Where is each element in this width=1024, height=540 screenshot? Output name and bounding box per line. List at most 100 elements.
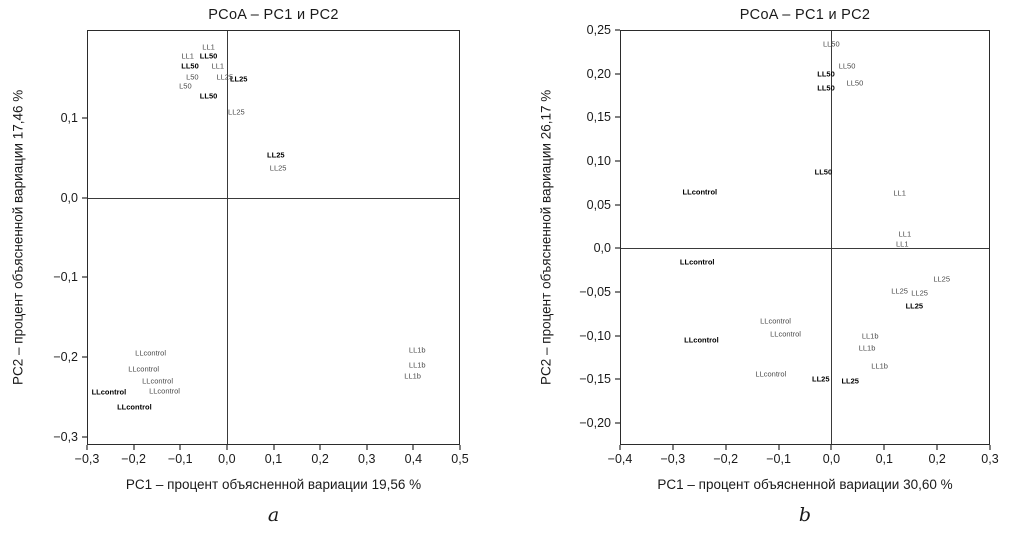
data-point-label: LL50 [817,69,835,79]
data-point-label: LL1b [404,371,421,381]
y-tick-label: −0,05 [579,285,611,300]
pcoa-chart-panel-b: PCoA – PC1 и PC2 PC2 – процент объясненн… [512,0,1024,540]
x-tick-label: 0,1 [264,452,283,466]
data-point-label: LL25 [216,72,234,82]
x-tick-label: −0,4 [607,452,633,466]
data-point-label: LLcontrol [679,257,715,267]
chart-title: PCoA – PC1 и PC2 [208,7,339,23]
y-tick-mark [615,335,620,337]
data-point-label: LL1 [202,42,215,52]
data-point-label: LL1b [408,359,426,369]
x-zero-axis-line [227,31,229,444]
y-tick-label: 0,25 [586,23,611,37]
y-tick-mark [615,291,620,293]
x-tick-label: 0,0 [822,452,841,466]
data-point-label: LL1b [871,360,888,370]
data-point-label: L50 [179,81,192,91]
data-point-label: LL50 [199,91,218,101]
y-tick-mark [615,247,620,249]
data-point-label: LL25 [891,286,908,296]
x-tick-label: 0,2 [928,452,946,466]
x-tick-mark [936,445,938,450]
data-point-label: LL1 [211,61,225,71]
data-point-label: LL1 [898,228,912,238]
data-point-label: LLcontrol [149,386,180,396]
y-tick-mark [82,197,87,199]
data-point-label: LL25 [228,107,245,117]
y-tick-label: −0,3 [53,430,78,445]
data-point-label: LL25 [933,274,951,284]
x-axis-label: PC1 – процент объясненной вариации 19,56… [125,477,422,492]
x-axis-ticks: −0,3 −0,2 −0,1 0,0 0,1 0,2 0,3 0,4 0,5 [75,445,469,471]
data-point-label: LLcontrol [760,316,791,326]
x-tick-label: 0,2 [311,452,329,466]
y-tick-label: −0,20 [579,416,611,431]
y-tick-mark [615,378,620,380]
data-point-label: LLcontrol [91,387,127,397]
data-point-label: LL25 [905,301,924,310]
x-tick-mark [778,445,780,450]
y-tick-mark [615,73,620,75]
data-point-label: LL50 [199,51,218,61]
data-point-label: LL1 [895,239,909,249]
x-tick-label: −0,2 [713,452,739,466]
data-point-label: LL25 [267,150,285,160]
x-tick-label: −0,3 [660,452,686,466]
y-tick-label: 0,05 [586,197,611,212]
x-tick-mark [273,445,274,450]
x-tick-label: −0,2 [121,452,146,466]
plot-area: LL1 LL1 LL50 LL50 LL1 L50 LL25 LL25 L50 LL50 LL25 L… [87,30,460,445]
data-point-label: LLcontrol [128,363,160,373]
data-point-label: LL25 [911,287,928,297]
y-tick-mark [615,116,620,118]
x-tick-mark [319,445,321,450]
data-point-label: LL1b [408,345,426,355]
x-tick-label: 0,0 [218,452,236,466]
data-point-label: LLcontrol [117,401,152,411]
pcoa-chart-panel-a: PCoA – PC1 и PC2 PC2 – процент объясненн… [7,7,469,526]
data-point-label: LLcontrol [142,376,173,386]
data-point-label: LLcontrol [770,329,801,339]
data-point-label: LLcontrol [684,334,719,344]
y-tick-label: −0,2 [53,350,78,365]
data-point-label: LLcontrol [755,369,787,379]
y-tick-label: 0,0 [593,241,611,256]
x-tick-label: 0,5 [451,452,469,466]
x-tick-mark [179,445,181,450]
x-tick-mark [366,445,368,450]
x-tick-label: 0,4 [404,452,423,466]
y-tick-mark [82,117,87,119]
x-tick-mark [830,445,832,450]
data-point-label: LL1 [181,51,194,61]
x-tick-mark [459,445,461,450]
y-tick-label: 0,0 [60,190,78,205]
y-tick-label: 0,20 [586,66,611,81]
x-tick-label: 0,3 [981,452,999,466]
x-tick-mark [86,445,88,450]
y-zero-axis-line [88,197,459,199]
x-tick-label: 0,1 [875,452,893,466]
data-point-label: LL50 [838,61,856,71]
data-point-label: LL25 [812,374,830,384]
y-tick-label: −0,10 [579,328,611,343]
y-tick-label: −0,15 [579,372,611,387]
y-tick-label: −0,1 [53,270,78,285]
data-point-label: LL1b [858,343,876,353]
data-point-label: LLcontrol [135,348,167,358]
y-tick-label: 0,10 [586,154,611,169]
x-tick-label: −0,3 [74,452,100,466]
y-axis-ticks: −0,3 −0,2 −0,1 0,0 0,1 [7,30,87,445]
x-tick-mark [133,445,135,450]
data-point-label: LL25 [269,162,287,172]
x-tick-label: −0,1 [167,452,193,466]
x-zero-axis-line [831,31,833,444]
data-point-label: LLcontrol [682,187,718,197]
panel-caption: a [267,504,280,526]
data-point-label: LL50 [817,82,835,92]
x-tick-mark [619,445,621,450]
data-point-label: LL25 [841,376,859,386]
x-axis-label: PC1 – процент объясненной вариации 30,60… [657,477,953,492]
y-tick-mark [82,276,87,278]
data-point-label: L50 [186,72,199,82]
